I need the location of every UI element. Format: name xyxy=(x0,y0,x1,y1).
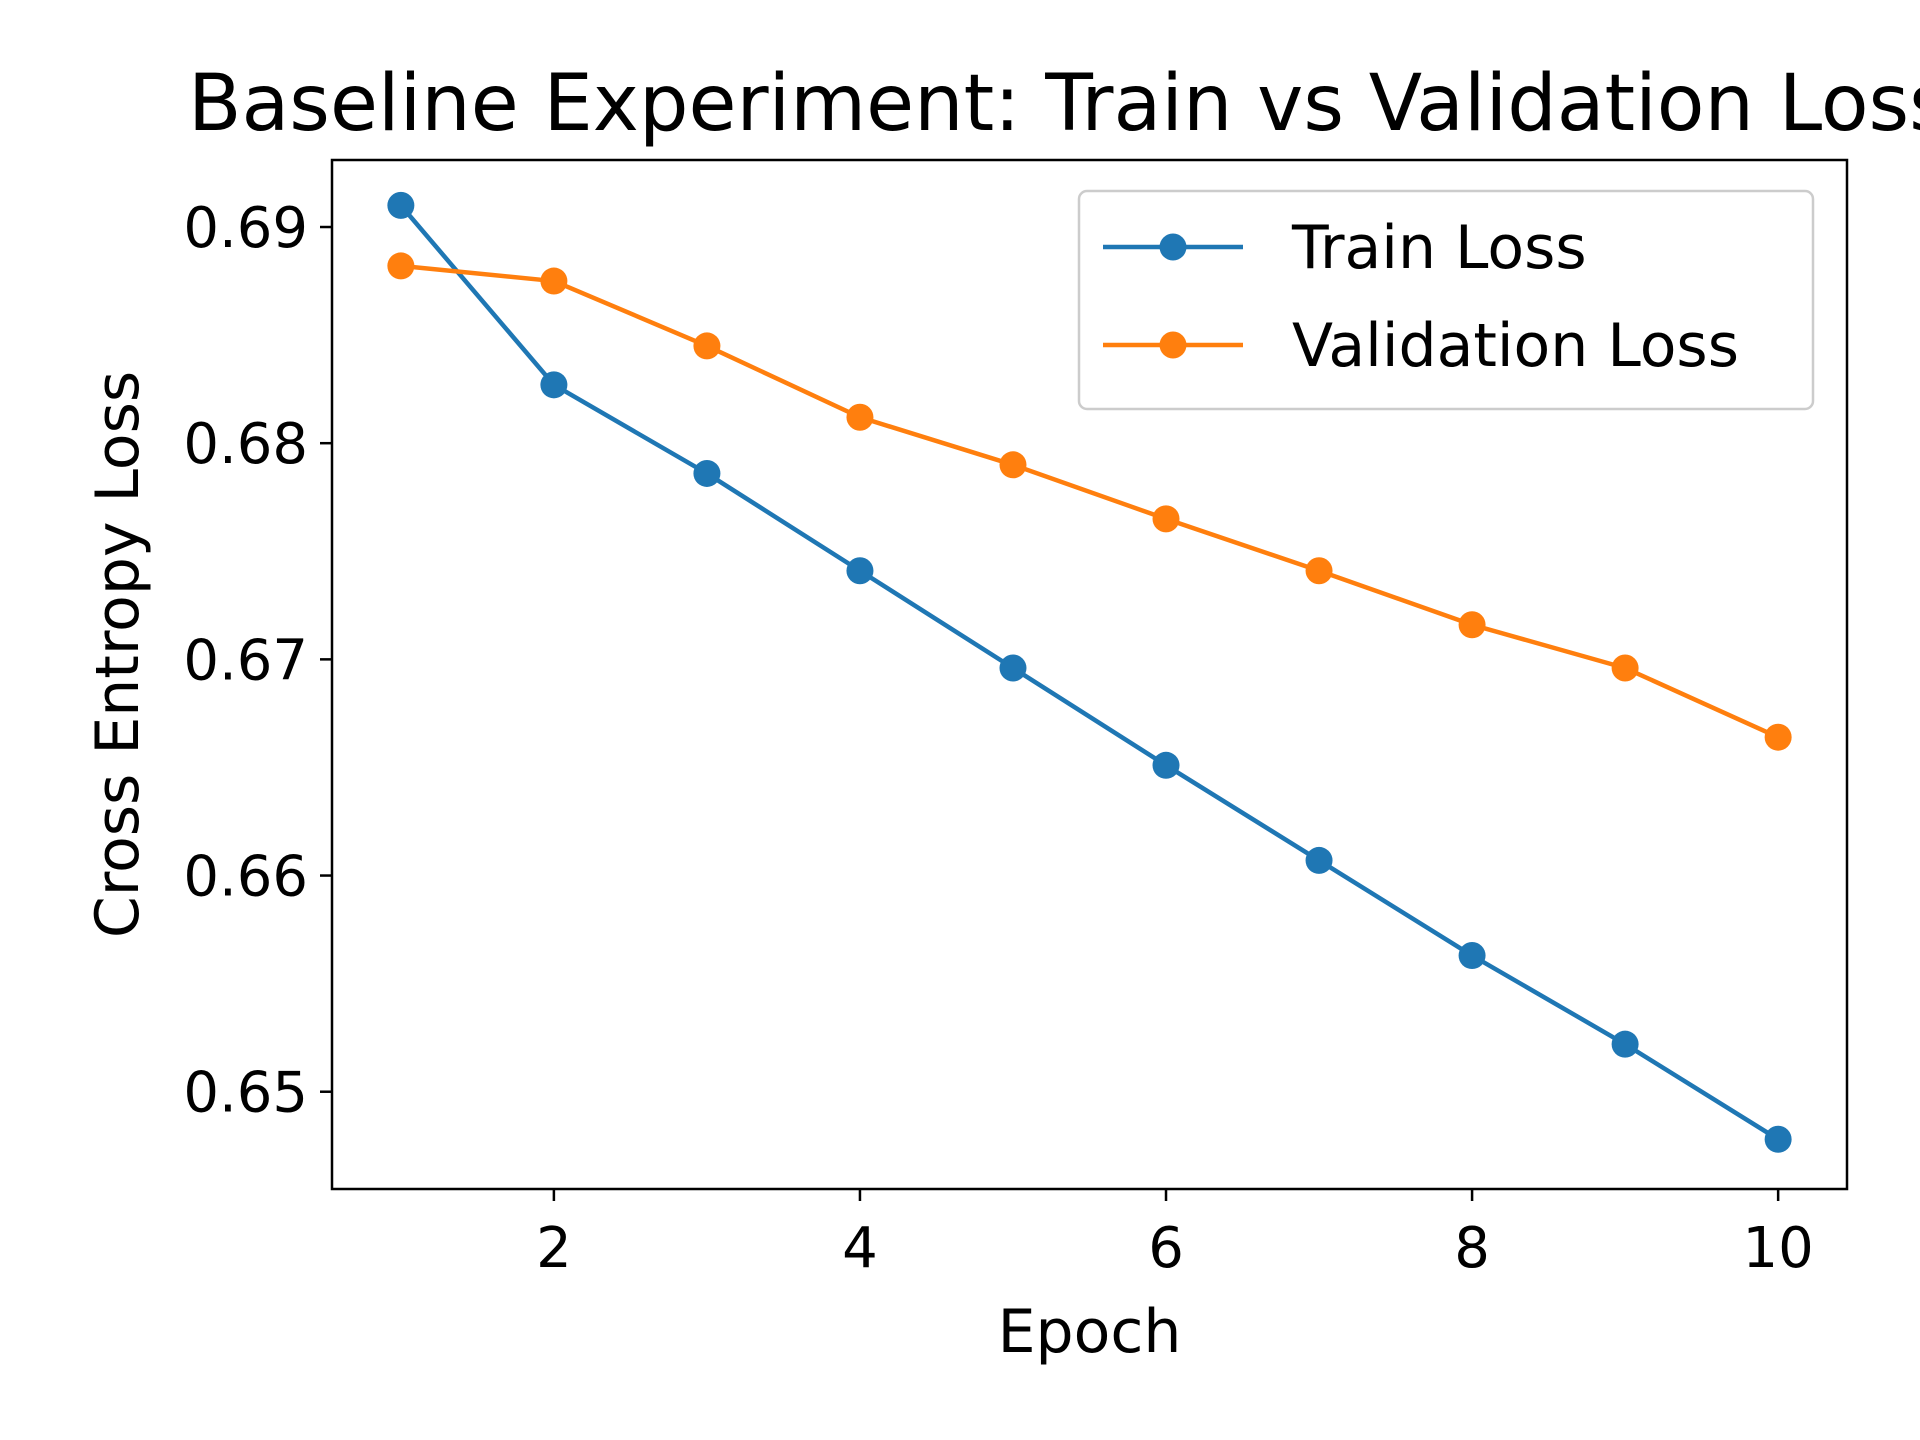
plot-area-frame xyxy=(330,158,1849,1191)
legend-entry: Train Loss xyxy=(1103,213,1587,283)
data-point xyxy=(1458,942,1486,970)
x-axis-label: Epoch xyxy=(998,1297,1182,1367)
y-tick-label: 0.69 xyxy=(183,196,308,261)
data-point xyxy=(846,557,874,585)
data-point xyxy=(1152,505,1180,533)
y-tick-label: 0.66 xyxy=(183,845,308,910)
data-point xyxy=(1611,1030,1639,1058)
x-tick-label: 6 xyxy=(1148,1216,1184,1281)
series-line xyxy=(400,263,1780,740)
series-train-loss xyxy=(387,191,1792,1153)
legend-entry: Validation Loss xyxy=(1103,311,1739,381)
data-point xyxy=(1152,751,1180,779)
data-point xyxy=(1611,654,1639,682)
x-tick-label: 8 xyxy=(1454,1216,1490,1281)
x-axis-ticks: 2 4 6 8 10 xyxy=(536,1189,1814,1281)
data-point xyxy=(540,371,568,399)
data-point xyxy=(540,267,568,295)
x-tick-label: 4 xyxy=(842,1216,878,1281)
data-point xyxy=(999,654,1027,682)
data-point xyxy=(1305,557,1333,585)
y-tick-label: 0.68 xyxy=(183,412,308,477)
x-tick-label: 2 xyxy=(536,1216,572,1281)
legend: Train Loss Validation Loss xyxy=(1077,189,1815,411)
data-point xyxy=(846,403,874,431)
y-tick-label: 0.67 xyxy=(183,628,308,693)
chart-title: Baseline Experiment: Train vs Validation… xyxy=(188,59,1920,149)
data-point xyxy=(1458,611,1486,639)
data-point xyxy=(1764,1125,1792,1153)
data-point xyxy=(1764,723,1792,751)
series-layer xyxy=(387,191,1792,1153)
legend-marker xyxy=(1159,331,1187,359)
legend-box xyxy=(1077,189,1815,411)
data-point xyxy=(387,252,415,280)
legend-label: Validation Loss xyxy=(1292,311,1739,381)
data-point xyxy=(387,191,415,219)
legend-marker xyxy=(1159,233,1187,261)
data-point xyxy=(999,451,1027,479)
y-tick-label: 0.65 xyxy=(183,1061,308,1126)
data-point xyxy=(1305,846,1333,874)
series-line xyxy=(399,203,1780,1142)
legend-label: Train Loss xyxy=(1291,213,1587,283)
series-validation-loss xyxy=(387,252,1792,751)
legend-entries: Train Loss Validation Loss xyxy=(1103,213,1739,381)
data-point xyxy=(693,332,721,360)
x-tick-label: 10 xyxy=(1743,1216,1814,1281)
y-axis-label: Cross Entropy Loss xyxy=(83,371,153,938)
data-point xyxy=(693,459,721,487)
y-axis-ticks: 0.65 0.66 0.67 0.68 0.69 xyxy=(183,196,332,1126)
